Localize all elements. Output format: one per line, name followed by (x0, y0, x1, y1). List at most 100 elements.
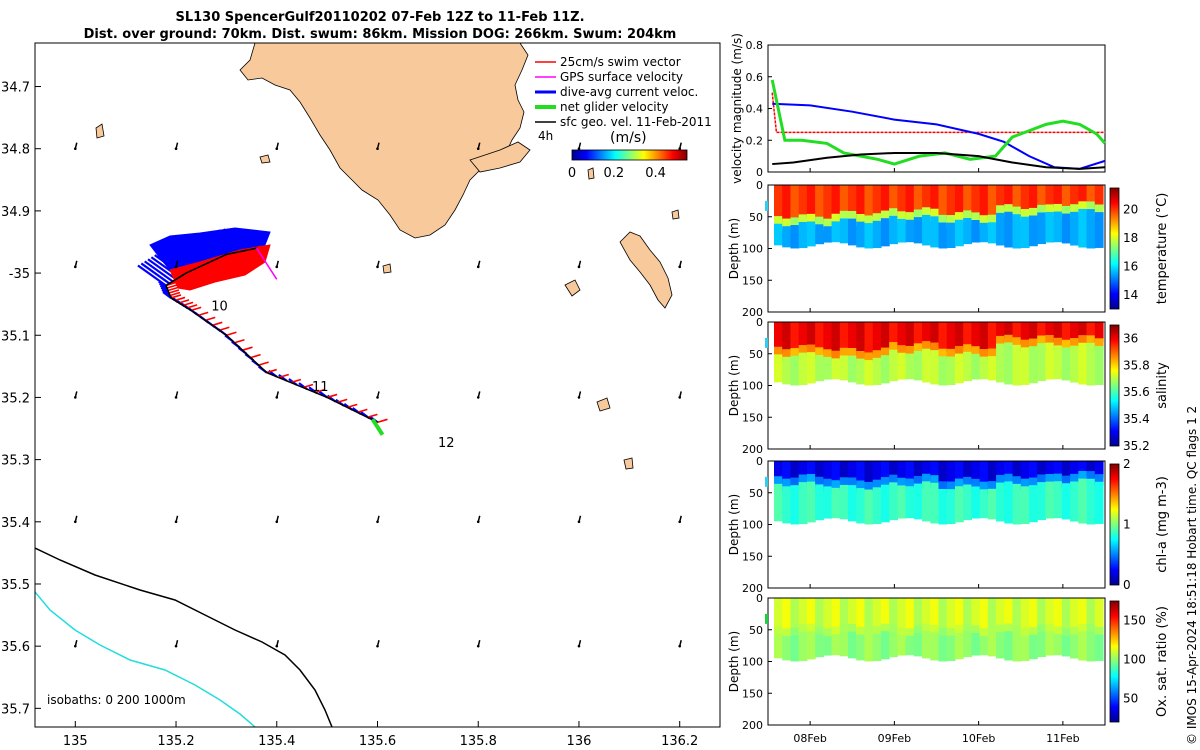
section-marker (765, 476, 768, 487)
section-cell-lower (963, 218, 972, 245)
section-cell-transition (823, 478, 833, 491)
section-cell-lower (987, 635, 997, 657)
section-cell-upper (963, 461, 972, 481)
section-cell-upper (979, 461, 989, 486)
geo-vector-dot (678, 396, 682, 399)
section-cell-lower (839, 631, 849, 657)
section-cell-transition (798, 474, 808, 487)
section-cell-upper (889, 598, 898, 629)
section-cell-upper (1053, 185, 1063, 208)
section-cell-transition (872, 213, 882, 226)
section-y-tick-label: 200 (742, 306, 763, 319)
section-cell-transition (979, 215, 989, 228)
map-x-tick-label: 135.6 (359, 734, 396, 749)
map-panel: 135 135.2 135.4 135.6 135.8 136 136.2 34.7 34.8… (1, 42, 721, 749)
section-cell-transition (1086, 335, 1096, 348)
land-island-small-7 (259, 154, 271, 164)
velocity-y-tick-label: 0.6 (746, 71, 764, 84)
section-cell-upper (856, 185, 866, 218)
section-cell-upper (913, 322, 923, 348)
section-cell-upper (1037, 598, 1047, 629)
map-y-tick-label: 35.5 (1, 578, 30, 593)
land-island-small-8 (671, 209, 680, 220)
section-cell-upper (790, 322, 800, 352)
section-cell-upper (823, 598, 833, 633)
section-cell-upper (996, 322, 1005, 340)
section-cell-transition (954, 478, 964, 491)
section-y-tick-label: 150 (742, 687, 763, 700)
section-cell-transition (963, 623, 972, 636)
velocity-y-tick-label: 0.8 (746, 39, 764, 52)
section-cell-lower (848, 631, 857, 659)
section-cell-upper (996, 598, 1005, 629)
section-cell-lower (1037, 343, 1047, 382)
swim-vector (302, 383, 314, 389)
section-cell-transition (1078, 335, 1088, 348)
section-cell-transition (839, 623, 849, 636)
section-cell-upper (872, 598, 882, 631)
map-y-tick-label: 34.9 (1, 205, 30, 220)
section-cell-transition (979, 628, 989, 641)
dive-avg-vector (144, 260, 174, 283)
section-cell-lower (922, 214, 931, 246)
section-cell-upper (971, 322, 981, 351)
section-cell-transition (946, 481, 956, 494)
section-cell-transition (1004, 204, 1014, 217)
section-cell-transition (987, 627, 997, 640)
section-cell-upper (774, 461, 783, 481)
speed-colorbar (571, 149, 688, 161)
section-cell-transition (1070, 338, 1079, 351)
section-cell-upper (930, 185, 940, 213)
section-y-label: Depth (m) (727, 631, 741, 692)
section-cell-transition (848, 211, 857, 224)
section-cell-upper (996, 461, 1005, 479)
section-cell-transition (864, 215, 874, 228)
section-cell-upper (880, 322, 890, 352)
swim-vector (205, 316, 216, 322)
section-cell-lower (889, 482, 898, 521)
section-cell-upper (1012, 461, 1022, 481)
section-colorbar-tick-label: 0 (1123, 578, 1131, 592)
section-cell-upper (1078, 322, 1088, 339)
section-cell-upper (938, 598, 948, 632)
section-cell-transition (782, 218, 792, 231)
section-cell-transition (1061, 339, 1071, 352)
swim-vector (167, 286, 179, 292)
section-cell-transition (880, 210, 890, 223)
land-eyre-peninsula (239, 43, 529, 239)
section-cell-upper (930, 322, 940, 347)
day-label: 12 (438, 436, 455, 451)
day-labels: 10 11 12 (211, 299, 454, 451)
section-cell-upper (913, 598, 923, 630)
section-cell-transition (1020, 478, 1030, 491)
map-x-tick-label: 135.2 (157, 734, 194, 749)
section-cell-upper (889, 185, 898, 213)
section-cell-lower (1061, 213, 1071, 244)
geo-vector-dot (174, 147, 178, 151)
section-cell-lower (1004, 342, 1014, 385)
section-cell-transition (996, 335, 1005, 348)
section-cell-lower (774, 354, 783, 383)
section-cell-upper (905, 461, 915, 483)
section-cell-transition (971, 478, 981, 491)
section-cell-lower (872, 633, 882, 662)
swim-vector-fan (169, 244, 271, 291)
section-cell-transition (1086, 471, 1096, 484)
section-cell-lower (922, 348, 931, 383)
swim-vector (250, 353, 261, 359)
section-cell-transition (856, 351, 866, 364)
section-cell-transition (1028, 627, 1038, 640)
section-cell-lower (815, 354, 824, 382)
section-cell-upper (1061, 598, 1071, 633)
section-cell-transition (1061, 205, 1071, 218)
speed-colorbar-tick-label: 0.2 (603, 166, 624, 181)
section-colorbar (1109, 463, 1120, 586)
section-cell-lower (864, 636, 874, 662)
legend-4h-label: 4h (538, 129, 553, 143)
land-island-small-3 (623, 457, 634, 470)
section-cell-upper (922, 598, 931, 628)
section-cell-transition (848, 477, 857, 490)
section-cell-upper (880, 598, 890, 628)
section-colorbar-tick-label: 16 (1123, 259, 1138, 273)
swim-vector (314, 388, 326, 394)
